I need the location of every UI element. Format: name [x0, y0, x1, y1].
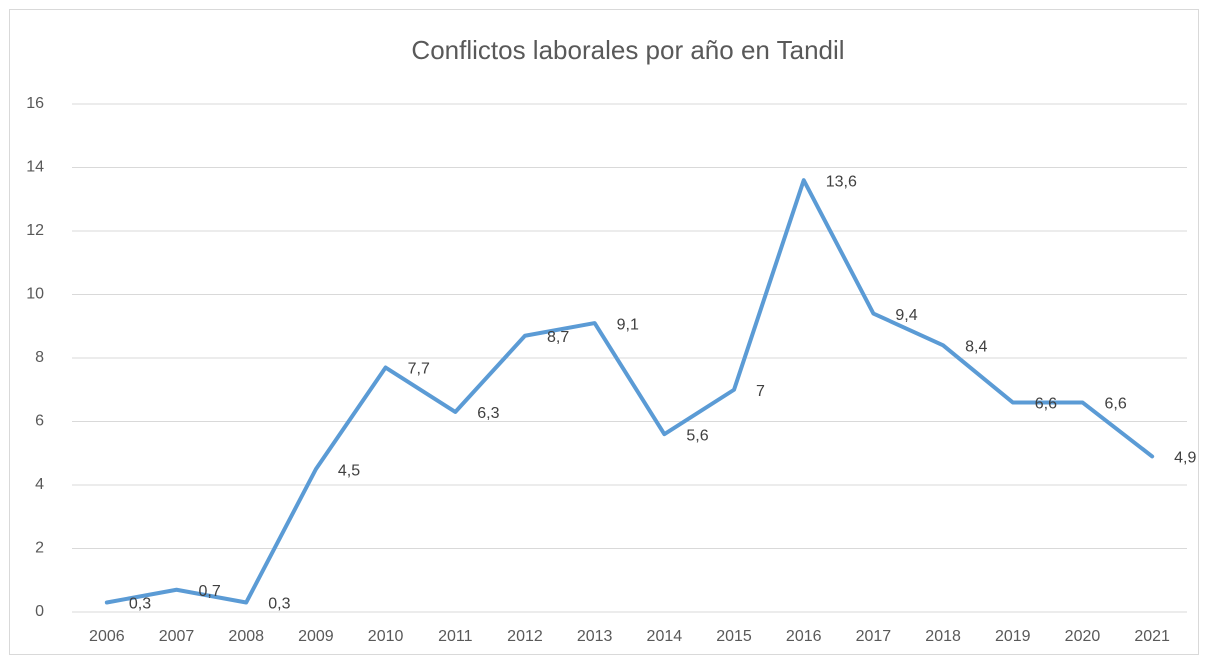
x-tick-label: 2020	[1065, 628, 1101, 645]
chart-border	[9, 9, 1199, 655]
x-tick-label: 2013	[577, 628, 613, 645]
x-tick-label: 2008	[228, 628, 264, 645]
chart-title: Conflictos laborales por año en Tandil	[411, 35, 844, 65]
y-tick-label: 0	[35, 603, 44, 620]
x-tick-label: 2010	[368, 628, 404, 645]
x-tick-label: 2019	[995, 628, 1031, 645]
x-tick-label: 2007	[159, 628, 195, 645]
y-tick-label: 14	[26, 159, 44, 176]
x-tick-label: 2006	[89, 628, 125, 645]
x-tick-label: 2015	[716, 628, 752, 645]
data-label: 8,7	[547, 329, 569, 346]
data-label: 6,3	[477, 405, 499, 422]
y-tick-label: 10	[26, 286, 44, 303]
data-label: 13,6	[826, 173, 857, 190]
x-tick-label: 2021	[1134, 628, 1170, 645]
x-tick-label: 2012	[507, 628, 543, 645]
data-label: 6,6	[1035, 396, 1057, 413]
x-tick-label: 2011	[438, 628, 473, 645]
y-tick-label: 4	[35, 476, 44, 493]
data-label: 4,9	[1174, 450, 1196, 467]
data-label: 4,5	[338, 462, 360, 479]
data-label: 9,1	[617, 316, 639, 333]
data-label: 7	[756, 383, 765, 400]
data-label: 5,6	[686, 427, 708, 444]
x-tick-label: 2009	[298, 628, 334, 645]
data-label: 0,3	[129, 596, 151, 613]
data-label: 0,7	[199, 583, 221, 600]
y-tick-label: 16	[26, 95, 44, 112]
data-label: 9,4	[895, 307, 917, 324]
x-tick-label: 2018	[925, 628, 961, 645]
y-tick-label: 12	[26, 222, 44, 239]
x-tick-label: 2017	[856, 628, 892, 645]
data-label: 8,4	[965, 339, 987, 356]
data-label: 0,3	[268, 596, 290, 613]
data-label: 7,7	[408, 361, 430, 378]
x-tick-label: 2016	[786, 628, 822, 645]
data-label: 6,6	[1104, 396, 1126, 413]
y-tick-label: 2	[35, 540, 44, 557]
x-tick-label: 2014	[647, 628, 683, 645]
y-tick-label: 6	[35, 413, 44, 430]
y-tick-label: 8	[35, 349, 44, 366]
data-line	[104, 178, 1155, 605]
